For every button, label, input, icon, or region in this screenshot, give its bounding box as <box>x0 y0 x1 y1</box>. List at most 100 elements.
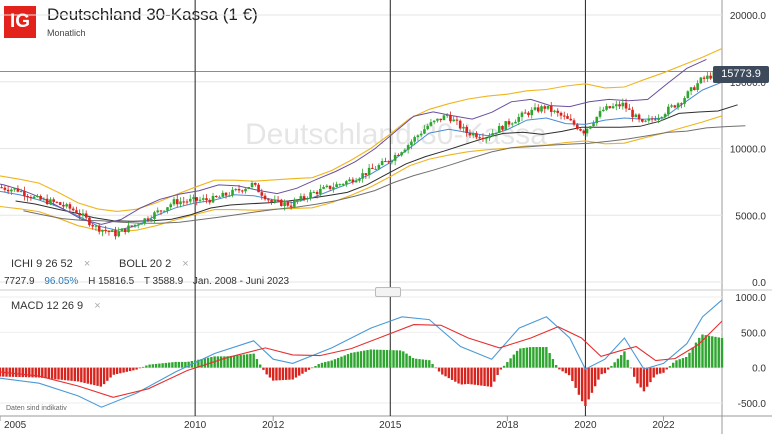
macd-histogram-bar <box>284 367 288 380</box>
candle-body <box>393 154 397 161</box>
candle-body <box>706 75 709 79</box>
macd-histogram-bar <box>421 359 424 368</box>
candle-body <box>55 201 59 203</box>
candle-body <box>208 200 212 203</box>
watermark: Deutschland 30-Kassa <box>245 118 547 151</box>
candle-body <box>543 106 547 109</box>
candle-body <box>58 202 62 205</box>
candle-body <box>562 115 566 117</box>
macd-histogram-bar <box>502 365 506 368</box>
candle-body <box>29 197 33 199</box>
macd-histogram-bar <box>691 347 694 368</box>
macd-histogram-bar <box>376 349 379 368</box>
boll-close-icon[interactable]: × <box>182 258 189 270</box>
candle-body <box>367 167 371 175</box>
macd-histogram-bar <box>632 367 636 377</box>
candle-body <box>559 112 563 116</box>
ichimoku-chikou-line <box>0 58 707 225</box>
macd-histogram-bar <box>44 367 47 379</box>
macd-histogram-bar <box>161 363 164 368</box>
candle-body <box>523 112 527 114</box>
macd-histogram-bar <box>577 367 581 395</box>
macd-histogram-bar <box>603 367 607 374</box>
candle-body <box>296 200 299 202</box>
candle-body <box>670 105 673 107</box>
candle-body <box>62 204 65 207</box>
macd-histogram-bar <box>434 367 438 369</box>
macd-histogram-bar <box>174 361 177 368</box>
candle-body <box>312 192 316 194</box>
macd-params: 12 26 9 <box>46 300 84 312</box>
macd-histogram-bar <box>668 366 672 368</box>
macd-histogram-bar <box>558 367 561 370</box>
candle-body <box>81 213 85 216</box>
macd-histogram-bar <box>688 352 691 368</box>
bollinger-lower-line <box>0 115 723 233</box>
candle-body <box>159 210 163 212</box>
data-disclaimer: Daten sind indikativ <box>6 405 67 412</box>
macd-histogram-bar <box>138 367 142 369</box>
macd-histogram-bar <box>437 367 441 372</box>
candle-body <box>410 141 413 146</box>
macd-histogram-bar <box>57 367 60 380</box>
candle-body <box>227 195 231 197</box>
macd-histogram-bar <box>54 367 57 380</box>
macd-histogram-bar <box>187 361 190 368</box>
macd-histogram-bar <box>356 351 359 368</box>
candle-body <box>442 115 446 121</box>
macd-histogram-bar <box>200 359 203 368</box>
macd-histogram-bar <box>135 367 138 370</box>
candle-body <box>36 195 39 197</box>
candle-body <box>468 133 472 136</box>
candle-body <box>462 126 465 129</box>
candle-body <box>475 133 478 138</box>
candle-body <box>127 225 130 233</box>
macd-histogram-bar <box>70 367 73 381</box>
candle-body <box>107 230 111 232</box>
candle-body <box>426 125 429 130</box>
macd-histogram-bar <box>441 367 444 375</box>
macd-histogram-bar <box>73 367 77 382</box>
macd-indicator-label: MACD 12 26 9 × <box>11 300 101 312</box>
ichi-close-icon[interactable]: × <box>83 258 91 270</box>
candle-body <box>345 181 348 185</box>
macd-histogram-bar <box>119 367 122 374</box>
macd-histogram-bar <box>63 367 67 381</box>
macd-histogram-bar <box>701 334 704 368</box>
macd-histogram-bar <box>76 367 80 382</box>
candle-body <box>403 149 407 153</box>
candle-body <box>488 136 491 139</box>
candle-body <box>595 116 599 124</box>
macd-histogram-bar <box>392 350 395 368</box>
macd-histogram-bar <box>21 367 24 378</box>
stat-high: H 15816.5 <box>88 276 135 287</box>
macd-histogram-bar <box>402 351 405 368</box>
candle-body <box>224 192 228 196</box>
candle-body <box>32 196 36 199</box>
candle-body <box>458 120 462 129</box>
candle-body <box>136 224 140 226</box>
macd-histogram-bar <box>41 367 44 378</box>
macd-histogram-bar <box>8 367 11 377</box>
candle-body <box>693 87 696 90</box>
candle-body <box>172 199 176 205</box>
macd-histogram-bar <box>294 367 298 378</box>
macd-close-icon[interactable]: × <box>94 300 101 312</box>
macd-histogram-bar <box>675 360 678 368</box>
candle-body <box>299 196 303 201</box>
price-tick-label: 0.0 <box>752 278 766 289</box>
macd-histogram-bar <box>519 348 522 368</box>
macd-histogram-bar <box>203 358 207 368</box>
candle-body <box>354 180 358 183</box>
x-tick-label: 2010 <box>184 420 207 431</box>
pane-resize-handle[interactable] <box>375 287 401 297</box>
candle-body <box>663 114 667 118</box>
candle-body <box>162 210 166 212</box>
macd-histogram-bar <box>154 363 158 368</box>
macd-histogram-bar <box>567 367 571 376</box>
macd-histogram-bar <box>307 367 311 370</box>
macd-histogram-bar <box>141 366 145 368</box>
macd-histogram-bar <box>571 367 574 382</box>
macd-histogram-bar <box>694 342 698 368</box>
